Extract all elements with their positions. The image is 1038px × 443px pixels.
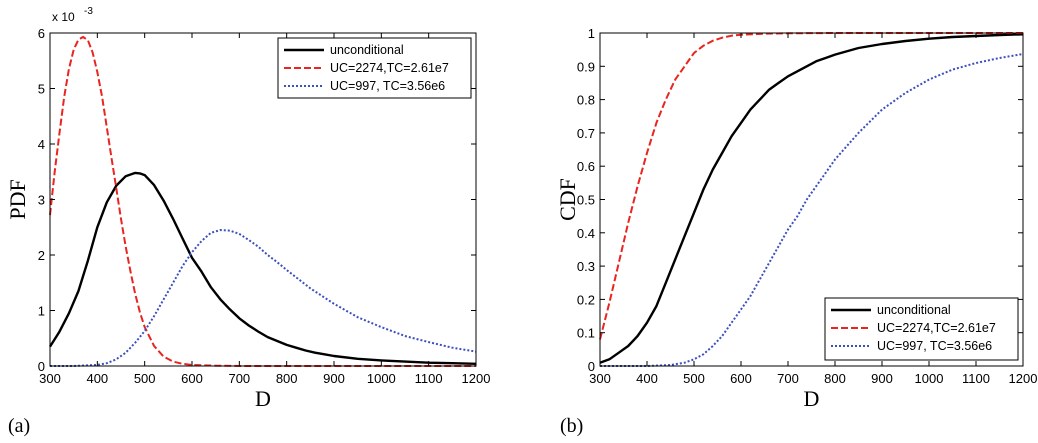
charta-legend: unconditional UC=2274,TC=2.61e7 UC=997, TC…: [277, 37, 472, 99]
chartb-xtick-label: 1100: [962, 371, 990, 386]
charta-ytick-label: 5: [38, 82, 45, 97]
chartb-ytick-label: 0.6: [577, 159, 595, 174]
chartb-xtick-label: 700: [777, 371, 799, 386]
charta-ytick-label: 1: [38, 304, 45, 319]
charta-series-2-line: [49, 35, 476, 367]
chartb-ytick-label: 0.9: [577, 59, 595, 74]
charta-xtick-label: 1100: [415, 371, 443, 386]
charta-xtick-label: 700: [228, 371, 250, 386]
chartb-xtick-label: 900: [871, 371, 893, 386]
charta-y-multiplier: x 10: [52, 10, 75, 24]
charta-ytick-label: 2: [38, 248, 45, 263]
charta-ytick-label: 6: [38, 26, 45, 41]
charta-xtick-label: 1000: [367, 371, 396, 386]
charta-ytick-label: 3: [38, 193, 45, 208]
charta-caption: (a): [8, 415, 30, 437]
chartb-caption: (b): [560, 415, 583, 437]
charta-x-axis-label: D: [255, 386, 271, 411]
charta: 300 400 500 600 700 800 900 1000 1100 1200 0 1 2 3 4 5 6…: [5, 6, 490, 437]
charta-ytick-label: 0: [38, 359, 45, 374]
chartb: 300 400 500 600 700 800 900 1000 1100 1200 0 0.1 0.2…: [555, 26, 1037, 437]
chartb-xtick-label: 500: [683, 371, 705, 386]
chartb-ytick-label: 0.2: [577, 292, 595, 307]
charta-y-axis-label: PDF: [5, 179, 30, 219]
chartb-ytick-label: 1: [588, 26, 595, 41]
charta-xtick-label: 500: [134, 371, 156, 386]
charta-xtick-label: 1200: [462, 371, 491, 386]
chartb-x-axis-label: D: [804, 386, 820, 411]
chartb-series-3-line: [600, 53, 1024, 367]
charta-xtick-label: 600: [181, 371, 203, 386]
chartb-legend-label-2: UC=2274,TC=2.61e7: [877, 321, 996, 335]
chartb-ytick-label: 0.5: [577, 193, 595, 208]
charta-ytick-label: 4: [38, 137, 45, 152]
chartb-xtick-label: 300: [589, 371, 611, 386]
chartb-ytick-label: 0.4: [577, 226, 595, 241]
chartb-y-axis-label: CDF: [555, 178, 580, 221]
chartb-ytick-label: 0.1: [577, 326, 595, 341]
chartb-series-1-line: [599, 33, 1024, 364]
charta-xtick-label: 800: [276, 371, 298, 386]
chartb-xtick-label: 600: [730, 371, 752, 386]
chartb-legend: unconditional UC=2274,TC=2.61e7 UC=997, TC…: [824, 297, 1019, 361]
chartb-ytick-label: 0.7: [577, 126, 595, 141]
charta-legend-label-2: UC=2274,TC=2.61e7: [330, 61, 449, 75]
charta-xtick-label: 900: [323, 371, 345, 386]
charta-series-3-line: [50, 229, 477, 367]
charta-series-1-line: [48, 171, 477, 365]
chartb-xtick-label: 800: [824, 371, 846, 386]
chartb-xtick-label: 1200: [1009, 371, 1038, 386]
chartb-ytick-label: 0.8: [577, 93, 595, 108]
chartb-ytick-label: 0.3: [577, 259, 595, 274]
charta-xtick-label: 400: [86, 371, 108, 386]
charta-xtick-label: 300: [39, 371, 61, 386]
chartb-xtick-label: 1000: [915, 371, 944, 386]
chartb-ytick-label: 0: [588, 359, 595, 374]
chartb-legend-label-3: UC=997, TC=3.56e6: [877, 339, 992, 353]
chartb-legend-label-1: unconditional: [877, 303, 951, 317]
charta-legend-label-1: unconditional: [330, 43, 404, 57]
charta-y-multiplier-exponent: -3: [84, 6, 93, 17]
charta-legend-label-3: UC=997, TC=3.56e6: [330, 79, 445, 93]
chartb-xtick-label: 400: [636, 371, 658, 386]
